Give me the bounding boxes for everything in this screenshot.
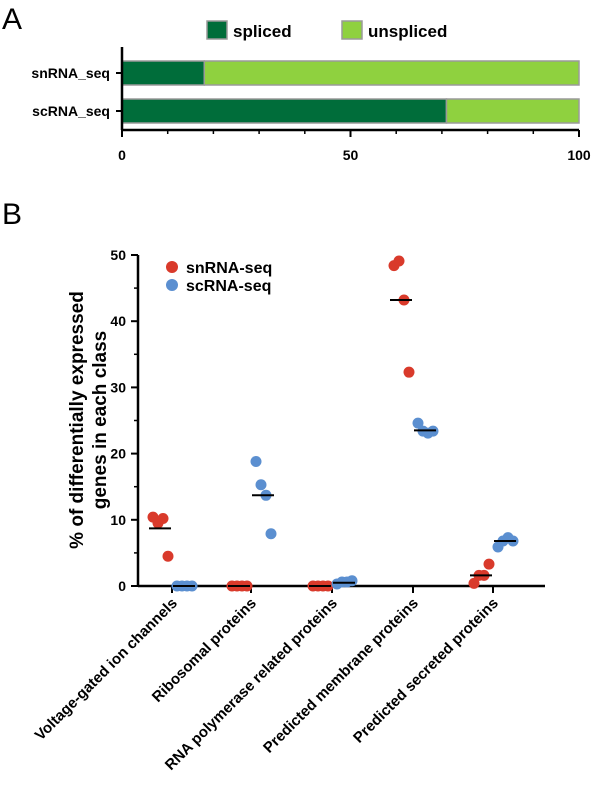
legend-label-snrna-seq: snRNA-seq [186,260,272,277]
x-tick-label-predicted-membrane-proteins: Predicted membrane proteins [260,595,422,757]
panel-b-letter: B [2,198,22,231]
x-tick-label-100: 100 [567,147,591,163]
point-snrna-seq-voltage-gated-ion-channels-4 [162,550,174,562]
point-scrna-seq-rna-polymerase-related-proteins-4 [346,575,358,587]
x-tick-label-predicted-secreted-proteins: Predicted secreted proteins [350,595,502,747]
legend-swatch-unspliced [341,20,363,40]
point-scrna-seq-predicted-membrane-proteins-1 [412,417,424,429]
bar-snrna-seq-unspliced [203,60,580,86]
legend-label-unspliced: unspliced [368,22,447,41]
y-tick-label-20: 20 [110,446,126,462]
point-snrna-seq-predicted-membrane-proteins-2 [393,255,405,267]
panel-a-axes: snRNA_seq scRNA_seq 0 50 100 [31,47,591,163]
y-tick-label-30: 30 [110,379,126,395]
bar-scrna-seq-unspliced [445,98,580,124]
point-snrna-seq-predicted-secreted-proteins-4 [483,558,495,570]
x-tick-label-voltage-gated-ion-channels: Voltage-gated ion channels [32,595,181,744]
legend-marker-snrna-seq [166,261,178,273]
point-scrna-seq-ribosomal-proteins-2 [255,479,267,491]
point-snrna-seq-voltage-gated-ion-channels-3 [157,512,169,524]
legend-label-scrna-seq: scRNA-seq [186,278,271,295]
panel-a-bars [121,60,580,124]
y-tick-label-scrna-seq: scRNA_seq [32,103,110,119]
panel-a: A spliced unspliced snRNA_seq scRNA_seq 0 50… [2,3,591,163]
panel-a-legend: spliced unspliced [206,20,447,41]
panel-a-letter: A [2,3,22,36]
legend-marker-scrna-seq [166,279,178,291]
bar-snrna-seq-spliced [121,60,206,86]
point-scrna-seq-ribosomal-proteins-1 [250,456,262,468]
legend-swatch-spliced [206,20,228,40]
panel-b-y-axis-label: % of differentially expressed genes in ea… [67,291,111,549]
panel-b-points [147,255,519,592]
x-tick-label-rna-polymerase-related-proteins: RNA polymerase related proteins [162,595,341,774]
point-snrna-seq-predicted-membrane-proteins-4 [403,366,415,378]
point-snrna-seq-predicted-secreted-proteins-1 [468,577,480,589]
y-axis-label-line-1: % of differentially expressed [67,291,88,549]
y-tick-label-10: 10 [110,512,126,528]
legend-label-spliced: spliced [233,22,292,41]
panel-b: B 0 10 20 30 40 50 Voltage-gated ion channelsR… [2,198,545,774]
y-tick-label-snrna-seq: snRNA_seq [31,65,110,81]
x-tick-label-0: 0 [118,147,126,163]
y-tick-label-0: 0 [118,578,126,594]
bar-scrna-seq-spliced [121,98,448,124]
y-axis-label-line-2: genes in each class [90,331,111,510]
y-tick-label-50: 50 [110,247,126,263]
point-scrna-seq-ribosomal-proteins-4 [265,528,277,540]
x-tick-label-50: 50 [343,147,359,163]
y-tick-label-40: 40 [110,313,126,329]
